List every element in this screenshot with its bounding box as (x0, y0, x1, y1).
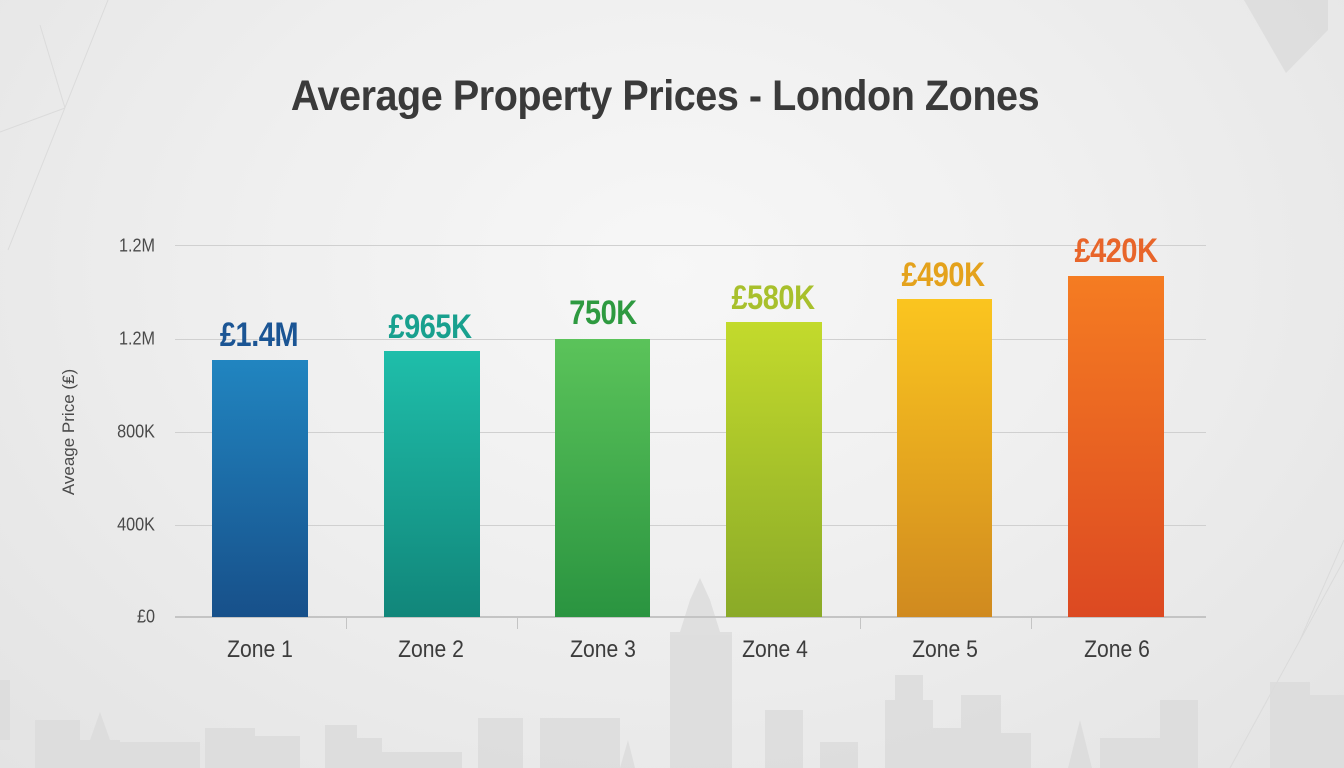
gridline (175, 432, 1206, 433)
gridline (175, 339, 1206, 340)
bar-zone-5 (897, 299, 992, 617)
bar-zone-2 (384, 351, 480, 617)
x-tick-label: Zone 1 (227, 636, 293, 663)
bar-value-label: £580K (731, 279, 815, 317)
x-tick-mark (1031, 617, 1032, 629)
chart-title: Average Property Prices - London Zones (290, 72, 1040, 120)
y-tick-label: £0 (136, 606, 155, 627)
bar-value-label: £420K (1074, 232, 1158, 270)
bar-value-label: £490K (901, 256, 985, 294)
x-tick-mark (860, 617, 861, 629)
x-axis-line (175, 616, 1206, 618)
x-tick-label: Zone 6 (1084, 636, 1150, 663)
y-tick-label: 400K (117, 514, 155, 535)
x-tick-label: Zone 4 (742, 636, 808, 663)
bar-value-label: £965K (388, 308, 472, 346)
y-tick-label: 800K (117, 421, 155, 442)
bar-zone-4 (726, 322, 822, 617)
bar-zone-6 (1068, 276, 1164, 617)
bar-value-label: £1.4M (219, 316, 299, 354)
gridline (175, 245, 1206, 246)
y-axis-label: Aveage Price (₤) (59, 368, 78, 496)
y-tick-label: 1.2M (118, 328, 155, 349)
gridline (175, 525, 1206, 526)
x-tick-label: Zone 5 (912, 636, 978, 663)
bar-value-label: 750K (569, 294, 637, 332)
bar-zone-1 (212, 360, 308, 617)
bar-zone-3 (555, 339, 650, 617)
y-tick-label: 1.2M (118, 235, 155, 256)
x-tick-mark (517, 617, 518, 629)
x-tick-label: Zone 2 (398, 636, 464, 663)
x-tick-label: Zone 3 (570, 636, 636, 663)
x-tick-mark (346, 617, 347, 629)
